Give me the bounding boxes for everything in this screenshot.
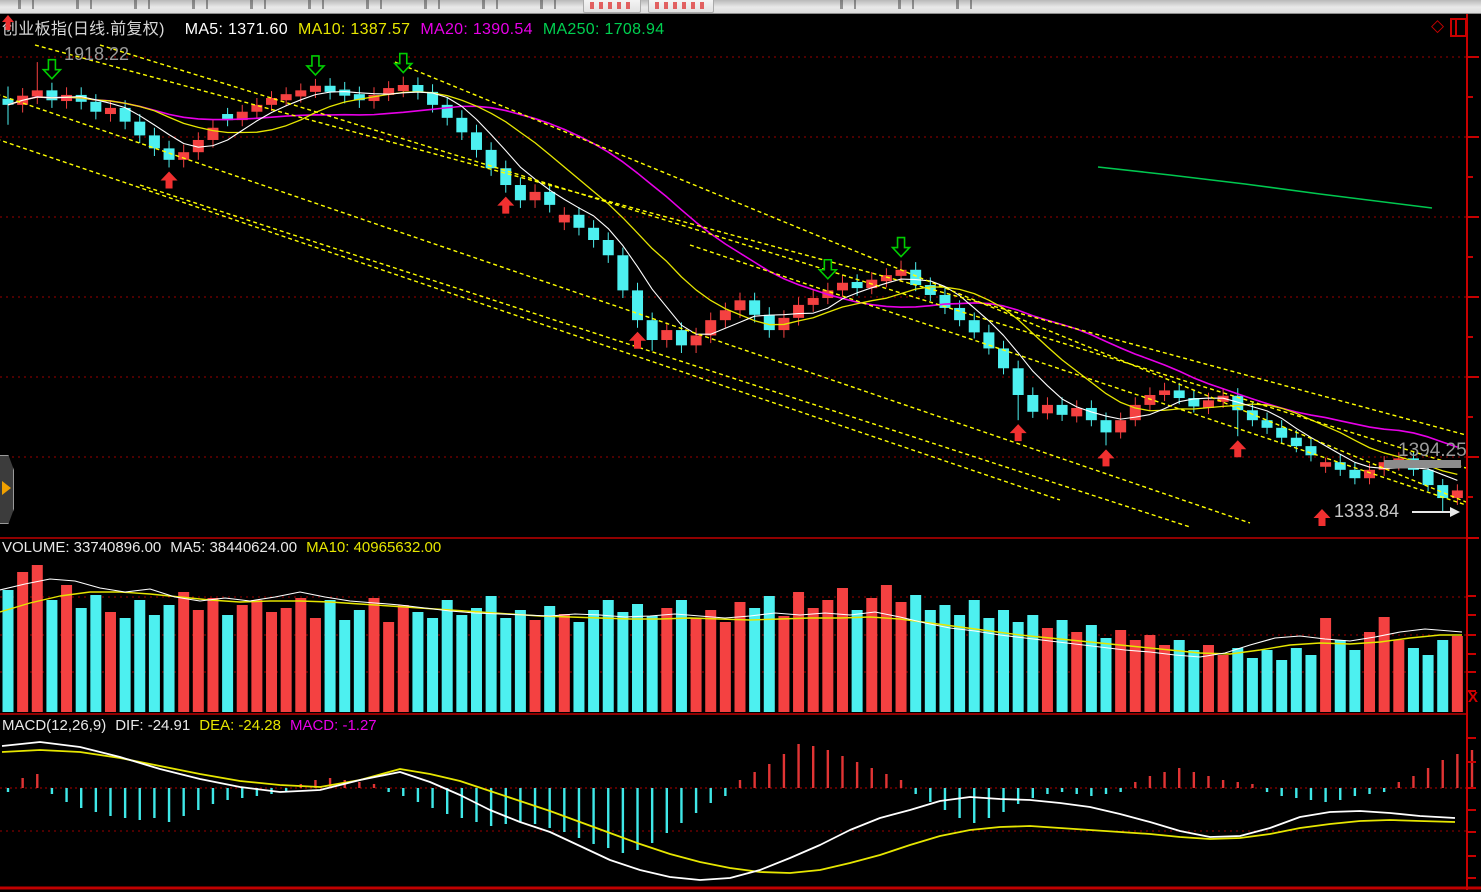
- ma250-value: MA250: 1708.94: [542, 21, 665, 38]
- volume-ma10-value: MA10: 40965632.00: [306, 539, 442, 556]
- flyout-arrow-icon: [2, 481, 11, 495]
- toolbar-button-2-label-ghost: [655, 2, 707, 9]
- ma20-value: MA20: 1390.54: [420, 21, 533, 38]
- main-chart-header: 创业板指(日线.前复权) MA5: 1371.60 MA10: 1387.57 MA2…: [2, 15, 674, 39]
- macd-value: MACD: -1.27: [289, 717, 377, 734]
- toolbar: [0, 0, 1481, 14]
- low-price-label: 1333.84: [1334, 501, 1400, 521]
- menu-text-ghost-right: [840, 0, 990, 9]
- macd-name: MACD(12,26,9): [2, 717, 107, 734]
- toolbar-button-1[interactable]: [583, 0, 641, 13]
- sidebar-flyout-handle[interactable]: [0, 455, 14, 524]
- current-price-tag: [1384, 460, 1461, 468]
- high-price-label: 1918.22: [64, 44, 130, 64]
- toolbar-button-2[interactable]: [648, 0, 714, 13]
- macd-header: MACD(12,26,9) DIF: -24.91 DEA: -24.28 MACD:…: [2, 717, 386, 734]
- instrument-title: 创业板指(日线.前复权): [2, 21, 165, 38]
- volume-ma5-value: MA5: 38440624.00: [170, 539, 298, 556]
- menu-text-ghost: [18, 0, 558, 9]
- ma10-value: MA10: 1387.57: [297, 21, 411, 38]
- dea-value: DEA: -24.28: [199, 717, 281, 734]
- toolbar-button-1-label-ghost: [590, 2, 634, 9]
- current-price-label: 1394.25: [1398, 440, 1467, 461]
- dif-value: DIF: -24.91: [115, 717, 191, 734]
- ma5-value: MA5: 1371.60: [184, 21, 288, 38]
- close-icon[interactable]: X: [1468, 689, 1479, 706]
- diamond-icon[interactable]: ◇: [1431, 16, 1445, 35]
- volume-header: VOLUME: 33740896.00 MA5: 38440624.00 MA10:…: [2, 539, 450, 556]
- panel-layout-icon[interactable]: [1450, 18, 1467, 37]
- volume-value: VOLUME: 33740896.00: [2, 539, 162, 556]
